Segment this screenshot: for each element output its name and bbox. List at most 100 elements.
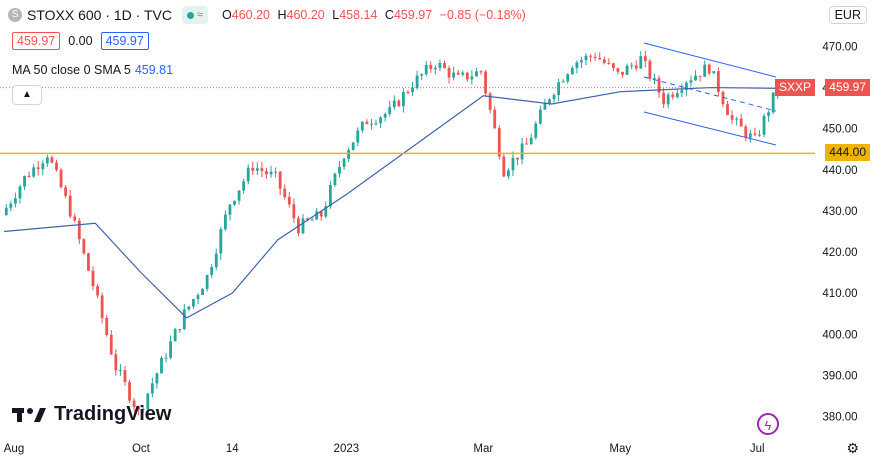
candle-body bbox=[155, 373, 159, 384]
candle-body bbox=[342, 158, 346, 167]
currency-selector[interactable]: EUR bbox=[828, 6, 867, 24]
candle-body bbox=[32, 167, 36, 177]
indicator-value: 459.81 bbox=[134, 63, 174, 77]
candle-body bbox=[767, 112, 770, 116]
candle-body bbox=[525, 143, 529, 145]
candle-body bbox=[456, 72, 460, 75]
candle-body bbox=[265, 171, 268, 175]
candle-body bbox=[333, 173, 337, 186]
spread-value: 0.00 bbox=[68, 34, 93, 48]
lightning-icon[interactable]: ϟ bbox=[757, 413, 779, 435]
candle-body bbox=[698, 75, 702, 77]
y-tick-label: 450.00 bbox=[822, 124, 857, 136]
candle-body bbox=[160, 357, 163, 374]
x-tick-label: 14 bbox=[226, 443, 239, 455]
candle-body bbox=[621, 71, 624, 75]
candle-body bbox=[507, 170, 510, 177]
candle-body bbox=[758, 134, 761, 136]
channel-mid-line bbox=[643, 76, 777, 112]
candle-body bbox=[365, 121, 369, 125]
candle-body bbox=[580, 60, 583, 63]
candle-body bbox=[128, 382, 131, 401]
sell-price-button[interactable]: 459.97 bbox=[12, 32, 61, 50]
candle-body bbox=[351, 142, 355, 151]
candle-body bbox=[598, 57, 602, 60]
candle-body bbox=[735, 118, 739, 120]
wave-icon: ≈ bbox=[196, 9, 204, 21]
candle-body bbox=[653, 78, 656, 80]
candle-body bbox=[415, 75, 419, 88]
candle-body bbox=[584, 55, 588, 61]
symbol-logo-icon: S bbox=[8, 8, 22, 22]
candle-body bbox=[429, 65, 433, 70]
chevron-up-icon: ▲ bbox=[22, 89, 32, 100]
ma50-line bbox=[3, 86, 781, 319]
symbol-title[interactable]: STOXX 600 · 1D · TVC bbox=[27, 7, 172, 23]
candle-body bbox=[14, 198, 17, 204]
candle-body bbox=[402, 92, 405, 107]
candle-body bbox=[520, 143, 524, 160]
candle-body bbox=[150, 383, 154, 394]
candle-body bbox=[721, 91, 725, 105]
y-tick-label: 390.00 bbox=[822, 370, 857, 382]
candle-body bbox=[306, 218, 309, 221]
channel-upper-line bbox=[643, 42, 777, 78]
candle-body bbox=[41, 163, 45, 170]
candle-body bbox=[64, 187, 68, 196]
candle-body bbox=[255, 168, 259, 171]
candle-body bbox=[370, 123, 373, 125]
candle-body bbox=[205, 275, 209, 289]
last-price-badge: 459.97 bbox=[825, 78, 870, 96]
candle-body bbox=[625, 65, 629, 75]
candle-body bbox=[383, 113, 387, 118]
candle-body bbox=[132, 400, 136, 408]
candle-body bbox=[283, 188, 287, 198]
candle-body bbox=[233, 200, 236, 205]
candle-body bbox=[543, 103, 547, 110]
candle-body bbox=[237, 190, 241, 201]
tradingview-logo[interactable]: TradingView bbox=[12, 403, 171, 426]
candle-body bbox=[50, 157, 54, 163]
candle-body bbox=[45, 157, 49, 164]
candle-body bbox=[493, 109, 497, 129]
candle-body bbox=[452, 72, 456, 78]
candle-body bbox=[251, 167, 255, 171]
candle-body bbox=[438, 62, 442, 68]
support-price-badge: 444.00 bbox=[825, 144, 870, 162]
candle-body bbox=[648, 60, 652, 79]
candle-body bbox=[475, 71, 478, 77]
candle-body bbox=[511, 157, 515, 171]
candle-body bbox=[87, 253, 90, 271]
candle-body bbox=[680, 89, 684, 93]
candle-body bbox=[169, 341, 173, 358]
buy-price-button[interactable]: 459.97 bbox=[100, 32, 149, 50]
indicator-legend[interactable]: MA 50 close 0 SMA 5 459.81 bbox=[12, 63, 173, 77]
candle-body bbox=[739, 118, 743, 127]
candle-body bbox=[55, 162, 58, 171]
ticker-label-badge: SXXP bbox=[774, 78, 815, 96]
x-tick-label: Jul bbox=[750, 443, 765, 455]
gear-icon[interactable]: ⚙ bbox=[846, 440, 859, 456]
candle-body bbox=[23, 175, 26, 187]
candle-body bbox=[274, 171, 277, 173]
candle-body bbox=[479, 71, 483, 73]
candle-body bbox=[146, 393, 150, 410]
candle-body bbox=[59, 170, 63, 188]
candle-body bbox=[242, 181, 246, 191]
collapse-legend-button[interactable]: ▲ bbox=[12, 85, 42, 105]
close-value: 459.97 bbox=[393, 8, 433, 22]
candle-body bbox=[671, 94, 675, 98]
candle-body bbox=[73, 216, 77, 221]
candle-body bbox=[123, 370, 127, 383]
candle-body bbox=[223, 214, 227, 230]
y-tick-label: 470.00 bbox=[822, 41, 857, 53]
chart-header: S STOXX 600 · 1D · TVC ≈ O460.20 H460.20… bbox=[0, 0, 526, 30]
candle-body bbox=[214, 253, 218, 268]
candle-body bbox=[616, 68, 620, 72]
candle-body bbox=[360, 121, 364, 131]
candle-body bbox=[219, 229, 223, 254]
candle-body bbox=[461, 72, 465, 75]
market-status-badge[interactable]: ≈ bbox=[181, 6, 209, 24]
candle-body bbox=[4, 207, 8, 216]
candle-body bbox=[36, 167, 40, 170]
